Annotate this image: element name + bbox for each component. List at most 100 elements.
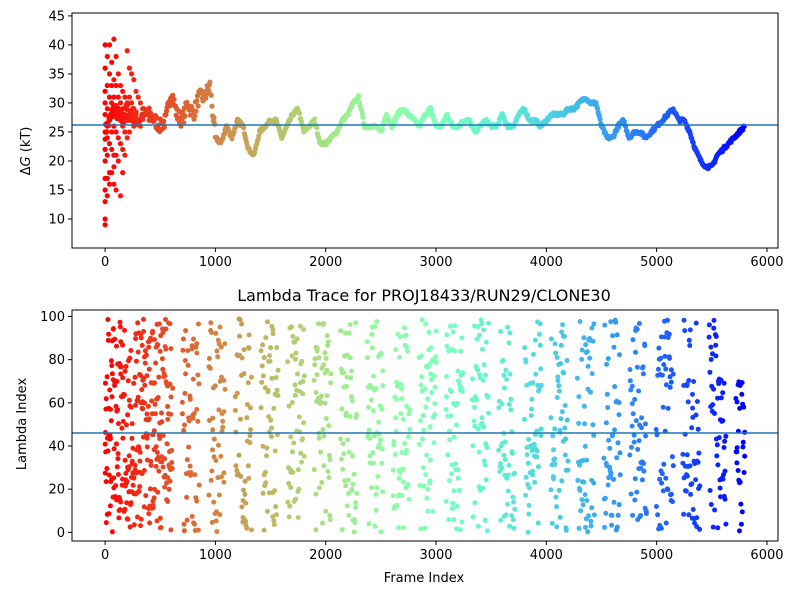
lambda-point — [194, 341, 200, 347]
lambda-point — [432, 401, 438, 407]
lambda-point — [194, 350, 200, 356]
lambda-point — [458, 348, 464, 354]
lambda-point — [338, 456, 344, 462]
lambda-point — [265, 387, 271, 393]
lambda-point — [274, 345, 280, 351]
delta-g-point — [109, 59, 115, 65]
lambda-point — [401, 525, 407, 531]
lambda-point — [556, 388, 562, 394]
lambda-point — [144, 411, 150, 417]
lambda-point — [584, 457, 590, 463]
lambda-point — [141, 328, 147, 334]
lambda-point — [445, 452, 451, 458]
lambda-point — [503, 512, 509, 518]
lambda-point — [160, 366, 166, 372]
lambda-point — [538, 433, 544, 439]
lambda-point — [242, 492, 248, 497]
lambda-point — [418, 353, 424, 359]
delta-g-point — [111, 94, 117, 100]
delta-g-point — [111, 164, 117, 170]
lambda-point — [146, 511, 152, 517]
lambda-point — [169, 460, 175, 465]
lambda-point — [581, 335, 587, 341]
lambda-point — [167, 381, 173, 387]
lambda-point — [663, 520, 669, 526]
lambda-point — [635, 446, 641, 452]
delta-g-point — [104, 106, 110, 112]
lambda-point — [602, 524, 607, 530]
lambda-point — [668, 491, 674, 497]
lambda-point — [722, 496, 728, 502]
lambda-point — [148, 458, 154, 464]
lambda-point — [742, 429, 748, 435]
lambda-point — [380, 383, 386, 388]
delta-g-point — [109, 100, 115, 106]
lambda-point — [653, 504, 659, 509]
lambda-point — [473, 397, 479, 403]
lambda-point — [603, 510, 609, 516]
lambda-point — [249, 527, 254, 533]
lambda-point — [222, 386, 228, 392]
lambda-point — [690, 507, 696, 512]
lambda-point — [378, 437, 383, 443]
lambda-point — [184, 517, 190, 523]
lambda-point — [687, 343, 693, 348]
lambda-point — [399, 449, 405, 455]
lambda-point — [195, 527, 201, 533]
lambda-point — [431, 440, 437, 446]
lambda-point — [289, 400, 295, 405]
lambda-point — [263, 480, 269, 486]
delta-g-point — [104, 175, 110, 181]
lambda-point — [555, 374, 561, 380]
lambda-point — [396, 475, 402, 481]
lambda-point — [341, 451, 347, 457]
lambda-point — [611, 344, 617, 350]
lambda-point — [559, 478, 565, 484]
lambda-point — [405, 482, 411, 488]
x-tick-label: 4000 — [530, 255, 563, 270]
lambda-point — [708, 502, 714, 507]
lambda-point — [506, 462, 512, 468]
lambda-point — [556, 383, 562, 389]
lambda-point — [512, 470, 517, 476]
delta-g-point — [208, 92, 214, 98]
lambda-point — [320, 520, 325, 526]
lambda-point — [400, 416, 406, 422]
lambda-point — [347, 414, 353, 419]
lambda-point — [209, 468, 215, 474]
lambda-point — [180, 336, 186, 342]
lambda-point — [374, 319, 380, 324]
lambda-point — [379, 460, 385, 466]
lambda-point — [713, 342, 719, 348]
lambda-point — [135, 394, 141, 400]
lambda-point — [237, 317, 243, 323]
lambda-point — [144, 373, 150, 379]
lambda-point — [244, 525, 250, 531]
lambda-point — [394, 502, 400, 508]
lambda-point — [125, 378, 131, 384]
lambda-point — [196, 381, 202, 387]
lambda-point — [260, 373, 266, 379]
lambda-point — [639, 477, 645, 483]
lambda-point — [103, 520, 109, 526]
lambda-point — [642, 421, 648, 427]
lambda-point — [102, 380, 108, 386]
lambda-point — [104, 466, 110, 471]
lambda-point — [526, 485, 532, 491]
lambda-point — [481, 327, 487, 333]
lambda-y-axis-label: Lambda Index — [15, 378, 30, 471]
x-tick-label: 0 — [101, 548, 109, 563]
lambda-point — [206, 492, 212, 498]
delta-g-point — [359, 107, 365, 113]
lambda-point — [135, 320, 141, 326]
lambda-point — [721, 380, 727, 386]
lambda-point — [530, 468, 536, 474]
lambda-point — [168, 411, 174, 417]
lambda-point — [211, 499, 217, 505]
lambda-point — [378, 350, 384, 356]
lambda-point — [186, 444, 192, 450]
lambda-point — [576, 420, 582, 426]
delta-g-point — [122, 94, 128, 100]
lambda-point — [496, 447, 502, 453]
delta-g-point — [597, 116, 603, 122]
